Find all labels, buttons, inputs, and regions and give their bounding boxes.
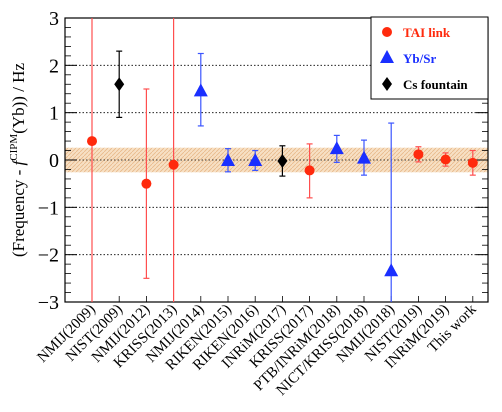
data-point bbox=[467, 157, 478, 168]
y-tick-label: 2 bbox=[49, 55, 59, 77]
legend-marker bbox=[382, 77, 392, 91]
y-tick-label: −1 bbox=[38, 197, 59, 219]
data-point bbox=[413, 149, 424, 160]
legend-label: Cs fountain bbox=[403, 77, 468, 92]
data-point bbox=[440, 154, 451, 165]
data-point bbox=[168, 159, 179, 170]
data-point bbox=[248, 152, 263, 166]
data-point bbox=[114, 77, 125, 92]
legend-label: TAI link bbox=[403, 25, 451, 40]
data-point bbox=[221, 152, 235, 166]
data-point bbox=[384, 263, 399, 277]
y-tick-label: 1 bbox=[49, 103, 59, 125]
data-point bbox=[304, 165, 315, 176]
legend-label: Yb/Sr bbox=[403, 51, 436, 66]
data-point bbox=[329, 141, 344, 155]
y-axis-label: (Frequency - fCIPM(Yb)) / Hz bbox=[8, 63, 28, 257]
data-point bbox=[193, 83, 208, 97]
data-point bbox=[357, 150, 371, 164]
y-tick-label: 3 bbox=[49, 8, 59, 30]
y-tick-label: −2 bbox=[38, 245, 59, 267]
legend-marker bbox=[380, 50, 394, 63]
y-tick-label: 0 bbox=[49, 150, 59, 172]
data-point bbox=[87, 136, 97, 147]
data-point bbox=[277, 153, 288, 168]
y-tick-label: −3 bbox=[38, 292, 59, 314]
data-point bbox=[141, 178, 152, 189]
legend-marker bbox=[382, 27, 392, 37]
